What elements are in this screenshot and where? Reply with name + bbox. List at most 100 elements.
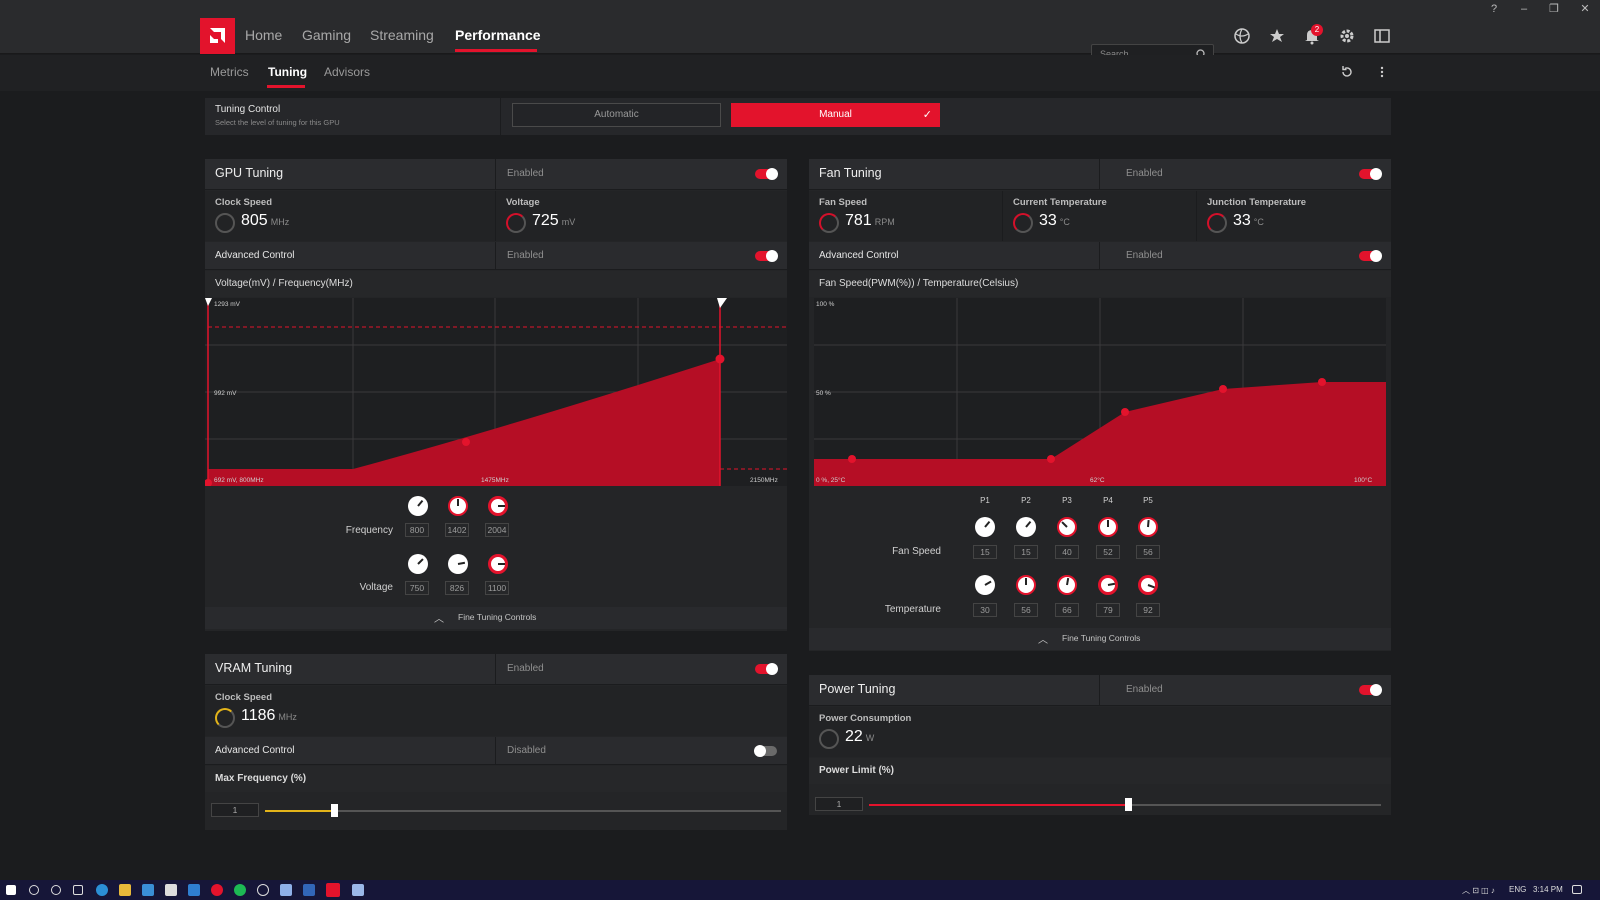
temperature-value-5[interactable]: 92 bbox=[1136, 603, 1160, 617]
frequency-knob-3[interactable] bbox=[488, 496, 508, 516]
fan-speed-knob-1[interactable] bbox=[975, 517, 995, 537]
fan-speed-knob-3[interactable] bbox=[1057, 517, 1077, 537]
gpu-advanced-state: Enabled bbox=[507, 250, 544, 261]
vram-advanced-toggle[interactable] bbox=[754, 745, 777, 757]
amd-software-icon[interactable] bbox=[326, 883, 340, 897]
star-icon[interactable] bbox=[1267, 26, 1287, 46]
fan-chart-label-mid: 50 % bbox=[816, 390, 831, 397]
voltage-knob-2[interactable] bbox=[448, 554, 468, 574]
voltage-knob-3[interactable] bbox=[488, 554, 508, 574]
temperature-knob-5[interactable] bbox=[1138, 575, 1158, 595]
task-view-icon[interactable] bbox=[73, 885, 83, 895]
file-explorer-icon[interactable] bbox=[119, 884, 131, 896]
temperature-value-1[interactable]: 30 bbox=[973, 603, 997, 617]
temperature-knob-4[interactable] bbox=[1098, 575, 1118, 595]
app-icon[interactable] bbox=[352, 884, 364, 896]
fan-speed-value-2[interactable]: 15 bbox=[1014, 545, 1038, 559]
power-limit-thumb[interactable] bbox=[1125, 798, 1132, 811]
mail-icon[interactable] bbox=[188, 884, 200, 896]
frequency-knob-1[interactable] bbox=[408, 496, 428, 516]
vram-tuning-title: VRAM Tuning bbox=[215, 661, 293, 675]
voltage-value-1[interactable]: 750 bbox=[405, 581, 429, 595]
minimize-icon[interactable]: – bbox=[1520, 3, 1528, 15]
fan-speed-value-5[interactable]: 56 bbox=[1136, 545, 1160, 559]
nav-streaming[interactable]: Streaming bbox=[370, 27, 434, 43]
frequency-knob-2[interactable] bbox=[448, 496, 468, 516]
fan-curve-point-2 bbox=[1047, 455, 1055, 463]
fan-temperature-chart[interactable]: 100 % 50 % 0 %, 25°C 62°C 100°C bbox=[814, 298, 1386, 486]
tuning-control-label: Tuning Control bbox=[215, 104, 281, 115]
fan-advanced-toggle[interactable] bbox=[1359, 250, 1382, 262]
manual-button[interactable]: Manual ✓ bbox=[731, 103, 940, 127]
reset-icon[interactable] bbox=[1340, 65, 1354, 79]
gpu-tuning-toggle[interactable] bbox=[755, 168, 778, 180]
language-indicator[interactable]: ENG bbox=[1509, 885, 1527, 894]
restore-icon[interactable]: ❐ bbox=[1549, 3, 1559, 15]
close-icon[interactable]: ✕ bbox=[1580, 3, 1590, 15]
vram-tuning-toggle[interactable] bbox=[755, 663, 778, 675]
temperature-value-3[interactable]: 66 bbox=[1055, 603, 1079, 617]
fan-speed-knob-2[interactable] bbox=[1016, 517, 1036, 537]
frequency-value-3[interactable]: 2004 bbox=[485, 523, 509, 537]
frequency-value-1[interactable]: 800 bbox=[405, 523, 429, 537]
voltage-value-2[interactable]: 826 bbox=[445, 581, 469, 595]
voltage-knob-1[interactable] bbox=[408, 554, 428, 574]
temperature-knob-1[interactable] bbox=[975, 575, 995, 595]
photoshop-icon[interactable] bbox=[303, 884, 315, 896]
voltage-value-3[interactable]: 1100 bbox=[485, 581, 509, 595]
power-limit-input[interactable]: 1 bbox=[815, 797, 863, 811]
cortana-icon[interactable] bbox=[51, 885, 61, 895]
tray-icons[interactable]: ︿ ⊡ ◫ ♪ bbox=[1462, 886, 1495, 895]
app-icon[interactable] bbox=[280, 884, 292, 896]
fan-speed-knob-5[interactable] bbox=[1138, 517, 1158, 537]
tab-advisors[interactable]: Advisors bbox=[324, 65, 371, 79]
curve-point-1 bbox=[205, 479, 212, 486]
fan-fine-tuning-toggle[interactable]: ︿ Fine Tuning Controls bbox=[809, 628, 1391, 650]
sidebar-toggle-icon[interactable] bbox=[1372, 26, 1392, 46]
briefcase-icon[interactable] bbox=[165, 884, 177, 896]
max-frequency-input[interactable]: 1 bbox=[211, 803, 259, 817]
nav-performance[interactable]: Performance bbox=[455, 27, 541, 43]
automatic-button[interactable]: Automatic bbox=[512, 103, 721, 127]
fan-tuning-toggle[interactable] bbox=[1359, 168, 1382, 180]
search-icon[interactable] bbox=[29, 885, 39, 895]
nav-home[interactable]: Home bbox=[245, 27, 283, 43]
fan-speed-knob-4[interactable] bbox=[1098, 517, 1118, 537]
windows-start-icon[interactable] bbox=[6, 885, 16, 895]
more-options-icon[interactable] bbox=[1375, 65, 1389, 79]
chrome-icon[interactable] bbox=[257, 884, 269, 896]
max-frequency-track[interactable] bbox=[265, 810, 781, 812]
gpu-fine-tuning-toggle[interactable]: ︿ Fine Tuning Controls bbox=[205, 607, 787, 629]
spotify-icon[interactable] bbox=[234, 884, 246, 896]
store-icon[interactable] bbox=[142, 884, 154, 896]
fan-speed-unit: RPM bbox=[874, 217, 895, 227]
nav-gaming[interactable]: Gaming bbox=[302, 27, 352, 43]
opera-icon[interactable] bbox=[211, 884, 223, 896]
globe-icon[interactable] bbox=[1232, 26, 1252, 46]
frequency-value-2[interactable]: 1402 bbox=[445, 523, 469, 537]
tab-tuning[interactable]: Tuning bbox=[268, 65, 308, 79]
notification-center-icon[interactable] bbox=[1572, 885, 1582, 894]
temperature-value-2[interactable]: 56 bbox=[1014, 603, 1038, 617]
fan-speed-value-1[interactable]: 15 bbox=[973, 545, 997, 559]
temperature-knob-3[interactable] bbox=[1057, 575, 1077, 595]
fan-speed-value-3[interactable]: 40 bbox=[1055, 545, 1079, 559]
gpu-clock-unit: MHz bbox=[270, 217, 290, 227]
gpu-advanced-toggle[interactable] bbox=[755, 250, 778, 262]
voltage-frequency-chart[interactable]: 1293 mV 992 mV 692 mV, 800MHz 1475MHz 21… bbox=[205, 298, 787, 486]
current-temperature-value: 33 bbox=[1039, 212, 1057, 229]
fan-speed-value-4[interactable]: 52 bbox=[1096, 545, 1120, 559]
frequency-row-label: Frequency bbox=[345, 525, 393, 536]
clock[interactable]: 3:14 PM bbox=[1533, 885, 1563, 894]
temperature-knob-2[interactable] bbox=[1016, 575, 1036, 595]
gear-icon[interactable] bbox=[1337, 26, 1357, 46]
temperature-value-4[interactable]: 79 bbox=[1096, 603, 1120, 617]
help-icon[interactable]: ? bbox=[1490, 3, 1498, 15]
amd-logo-icon[interactable] bbox=[200, 18, 235, 54]
tab-metrics[interactable]: Metrics bbox=[210, 65, 249, 79]
power-tuning-toggle[interactable] bbox=[1359, 684, 1382, 696]
fan-tuning-panel: Fan Tuning Enabled Fan Speed 781 RPM Curr… bbox=[809, 159, 1391, 651]
edge-icon[interactable] bbox=[96, 884, 108, 896]
fan-advanced-control-row: Advanced Control Enabled bbox=[809, 242, 1391, 270]
max-frequency-thumb[interactable] bbox=[331, 804, 338, 817]
